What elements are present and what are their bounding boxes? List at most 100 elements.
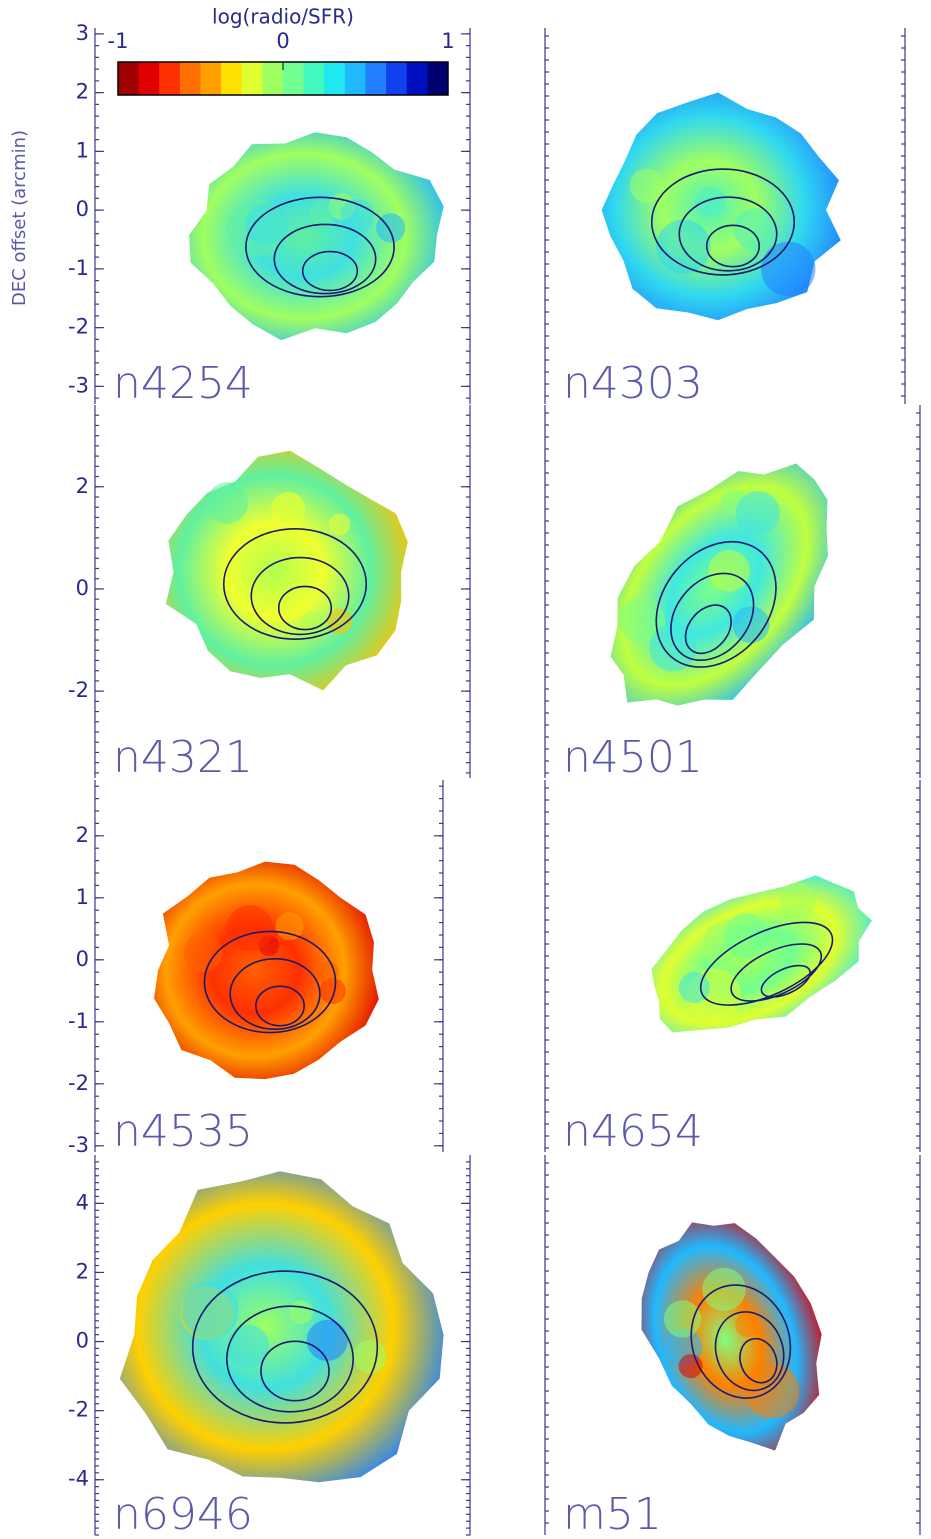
map-patch — [735, 1313, 759, 1338]
colorbar-band — [283, 62, 305, 95]
contour — [678, 196, 778, 272]
colorbar-band — [303, 62, 325, 95]
contour — [273, 223, 377, 295]
y-tick-label: 1 — [76, 138, 89, 162]
y-axis-label: DEC offset (arcmin) — [9, 130, 30, 306]
map — [610, 463, 828, 706]
map-patch — [181, 1282, 239, 1340]
contour — [191, 1270, 379, 1424]
contour — [690, 1284, 792, 1399]
y-tick-label: 4 — [76, 1190, 89, 1214]
map-patch — [656, 219, 711, 274]
y-tick-label: 0 — [76, 1329, 89, 1353]
y-tick-label: -3 — [68, 1133, 89, 1157]
contour — [699, 921, 834, 1006]
map-area — [154, 861, 379, 1080]
y-tick-label: -2 — [68, 1398, 89, 1422]
contour — [739, 1337, 778, 1384]
panel-name: n4303 — [563, 358, 703, 409]
panel-name: m51 — [563, 1489, 662, 1539]
map-patch — [226, 905, 273, 952]
y-tick-label: 2 — [76, 80, 89, 104]
y-tick-label: 0 — [76, 576, 89, 600]
y-tick-label: -3 — [68, 373, 89, 397]
map-patch — [271, 492, 306, 527]
map — [189, 132, 444, 341]
map-patch — [761, 241, 816, 297]
colorbar-band — [344, 62, 366, 95]
map-patch — [353, 1339, 387, 1374]
map-patch — [708, 549, 750, 592]
colorbar-band — [386, 62, 408, 95]
map — [651, 875, 872, 1033]
colorbar-tick-label: 1 — [441, 29, 454, 53]
y-tick-label: 2 — [76, 823, 89, 847]
panel-name: n4535 — [113, 1106, 253, 1157]
colorbar-band — [159, 62, 181, 95]
y-tick-label: -1 — [68, 256, 89, 280]
map-patch — [649, 624, 697, 672]
map-patch — [317, 961, 340, 983]
map — [119, 1171, 444, 1483]
contour — [260, 1340, 330, 1402]
colorbar-title: log(radio/SFR) — [212, 5, 354, 29]
y-tick-label: 3 — [76, 21, 89, 45]
map-patch — [326, 608, 353, 635]
map-patch — [695, 186, 726, 217]
map-patch — [275, 912, 304, 941]
map-patch — [734, 208, 777, 251]
map-patch — [245, 203, 288, 246]
map-patch — [299, 610, 329, 640]
panel-name: n6946 — [113, 1489, 253, 1539]
panel-name: n4254 — [113, 358, 253, 409]
panel-name: n4501 — [563, 732, 703, 783]
contour — [655, 540, 777, 668]
colorbar-band — [179, 62, 201, 95]
y-tick-label: 0 — [76, 197, 89, 221]
map — [601, 92, 841, 321]
map-patch — [724, 912, 770, 959]
y-tick-label: -1 — [68, 1009, 89, 1033]
map-patch — [618, 596, 665, 644]
y-tick-label: -2 — [68, 678, 89, 702]
contour — [670, 572, 755, 662]
colorbar-band — [221, 62, 243, 95]
y-tick-label: 2 — [76, 1259, 89, 1283]
colorbar-band — [262, 62, 284, 95]
map-patch — [779, 882, 816, 919]
y-tick-label: 0 — [76, 947, 89, 971]
map-patch — [328, 513, 351, 536]
map-patch — [206, 482, 249, 524]
y-tick-label: 1 — [76, 885, 89, 909]
contour — [301, 250, 359, 292]
colorbar-band — [138, 62, 160, 95]
colorbar-band — [324, 62, 346, 95]
panel-name: n4321 — [113, 732, 253, 783]
map-patch — [289, 1300, 314, 1324]
map — [641, 1222, 822, 1451]
contour — [714, 1311, 785, 1392]
colorbar-band — [365, 62, 387, 95]
map-area — [189, 132, 444, 341]
map-area — [165, 450, 408, 691]
y-tick-label: 2 — [76, 474, 89, 498]
map-patch — [309, 199, 336, 227]
map-patch — [744, 1363, 800, 1419]
contour — [222, 527, 368, 640]
map-patch — [735, 491, 780, 536]
y-tick-label: -2 — [68, 1071, 89, 1095]
map-patch — [629, 168, 664, 203]
contour — [229, 957, 321, 1030]
colorbar-band — [427, 62, 449, 95]
map — [165, 450, 408, 691]
contour — [255, 985, 305, 1027]
map-patch — [226, 1324, 270, 1368]
contour — [760, 964, 811, 998]
contour — [250, 556, 350, 636]
colorbar-band — [200, 62, 222, 95]
panel-name: n4654 — [563, 1106, 703, 1157]
y-tick-label: -2 — [68, 315, 89, 339]
contour — [277, 585, 333, 631]
map — [154, 861, 379, 1080]
